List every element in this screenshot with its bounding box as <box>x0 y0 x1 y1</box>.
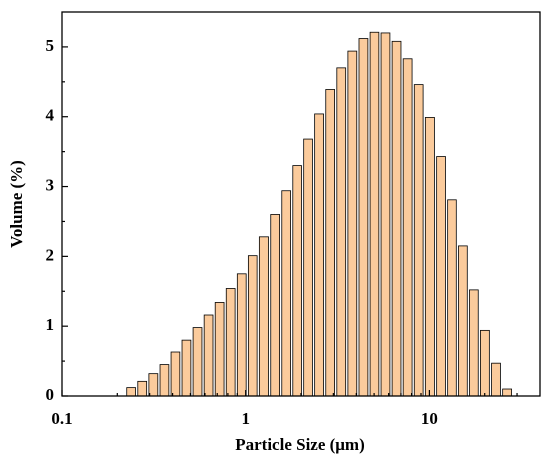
bar <box>170 351 181 397</box>
bar <box>258 236 269 397</box>
bar <box>126 387 136 397</box>
bar <box>369 31 380 397</box>
bar <box>502 388 512 397</box>
bar <box>303 138 313 397</box>
bar <box>391 40 402 397</box>
bar <box>314 113 324 397</box>
y-axis-label: Volume (%) <box>7 160 26 248</box>
bar <box>181 339 192 397</box>
bar <box>480 329 490 397</box>
bar <box>292 165 302 397</box>
y-tick-label: 1 <box>46 315 55 334</box>
x-tick-label: 10 <box>421 409 438 428</box>
bar <box>236 273 247 397</box>
bar <box>270 214 280 397</box>
bar <box>203 314 214 397</box>
bar <box>436 156 446 397</box>
bar <box>491 362 501 397</box>
bar <box>225 288 236 397</box>
x-axis-label: Particle Size (μm) <box>235 435 365 454</box>
x-tick-label: 1 <box>241 409 250 428</box>
bar <box>380 32 391 397</box>
y-tick-label: 0 <box>46 385 55 404</box>
bar <box>458 245 468 397</box>
bar <box>358 38 369 397</box>
y-tick-label: 3 <box>46 175 55 194</box>
bar <box>413 84 424 397</box>
bar <box>192 327 203 397</box>
bar <box>424 117 435 397</box>
bar <box>447 199 457 397</box>
bar <box>469 289 479 397</box>
bar <box>148 373 159 397</box>
bar <box>159 364 170 397</box>
bar <box>214 302 225 397</box>
bar <box>336 67 347 397</box>
y-tick-label: 4 <box>46 106 55 125</box>
bar <box>281 190 291 397</box>
x-tick-label: 0.1 <box>51 409 72 428</box>
bar <box>247 255 258 397</box>
bar <box>402 58 413 397</box>
y-tick-label: 5 <box>46 36 55 55</box>
bar <box>325 89 336 397</box>
y-tick-label: 2 <box>46 245 55 264</box>
bar <box>347 50 358 397</box>
bar <box>137 380 148 397</box>
